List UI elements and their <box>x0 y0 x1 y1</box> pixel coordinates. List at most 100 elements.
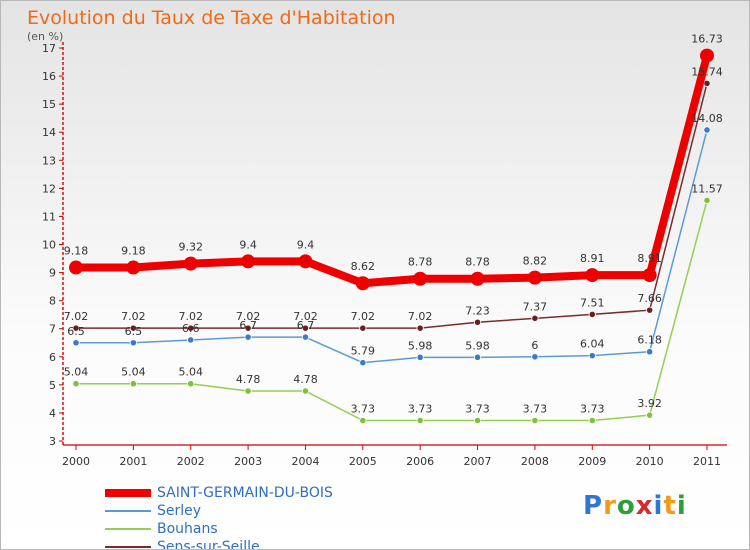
data-point <box>527 270 542 285</box>
x-tick-label: 2009 <box>578 455 606 468</box>
chart-lines <box>69 48 714 425</box>
legend-item: Sens-sur-Seille <box>105 539 260 550</box>
data-point <box>642 268 657 283</box>
data-label: 16.73 <box>691 33 723 46</box>
y-tick-label: 14 <box>42 126 56 139</box>
data-label: 3.73 <box>408 403 433 416</box>
data-label: 8.82 <box>523 255 548 268</box>
data-label: 3.73 <box>580 403 605 416</box>
logo-letter: i <box>676 491 687 521</box>
data-label: 7.66 <box>637 292 662 305</box>
data-label: 9.4 <box>297 238 315 251</box>
x-tick-label: 2010 <box>636 455 664 468</box>
data-label: 5.79 <box>351 345 376 358</box>
data-point <box>301 324 310 332</box>
data-point <box>585 268 600 283</box>
data-label: 6.5 <box>125 325 143 338</box>
x-tick-label: 2004 <box>291 455 319 468</box>
y-tick-label: 11 <box>42 210 56 223</box>
legend-item: Serley <box>105 503 201 519</box>
data-point <box>473 353 482 361</box>
data-point <box>355 276 370 291</box>
data-point <box>301 333 310 341</box>
data-label: 6.04 <box>580 338 605 351</box>
data-point <box>473 318 482 326</box>
x-tick-label: 2008 <box>521 455 549 468</box>
chart-data-labels: 6.5 6.5 6.6 6.7 6.7 5.79 5.98 5.98 6 6.04 6.18 14.0… <box>64 33 723 416</box>
x-tick-label: 2002 <box>177 455 205 468</box>
data-label: 5.04 <box>121 366 146 379</box>
legend-swatch <box>105 489 151 497</box>
y-tick-label: 10 <box>42 239 56 252</box>
data-label: 8.78 <box>408 256 433 269</box>
data-label: 6.7 <box>239 319 257 332</box>
data-label: 4.78 <box>236 373 261 386</box>
data-label: 14.08 <box>691 112 723 125</box>
data-label: 3.92 <box>637 397 662 410</box>
data-point <box>241 254 256 269</box>
data-label: 7.02 <box>351 310 376 323</box>
data-point <box>531 314 539 322</box>
data-label: 6.6 <box>182 322 200 335</box>
data-point <box>700 48 714 63</box>
data-point <box>703 126 711 134</box>
data-label: 5.04 <box>178 366 203 379</box>
y-tick-label: 3 <box>49 435 56 448</box>
data-label: 7.02 <box>293 310 318 323</box>
series-line-1 <box>75 129 708 364</box>
legend-swatch <box>105 546 151 548</box>
data-label: 6.7 <box>297 319 315 332</box>
x-tick-label: 2003 <box>234 455 262 468</box>
data-label: 8.62 <box>351 260 376 273</box>
data-label: 7.02 <box>408 310 433 323</box>
y-tick-label: 9 <box>49 267 56 280</box>
chart-title: Evolution du Taux de Taxe d'Habitation <box>27 7 396 29</box>
y-tick-label: 6 <box>49 351 56 364</box>
y-tick-label: 8 <box>49 295 56 308</box>
x-tick-label: 2007 <box>464 455 492 468</box>
legend-swatch <box>105 528 151 530</box>
logo-letter: r <box>603 491 617 521</box>
y-tick-label: 15 <box>42 98 56 111</box>
data-point <box>646 306 654 314</box>
data-point <box>129 380 137 388</box>
data-point <box>359 324 367 332</box>
data-label: 9.18 <box>121 245 146 258</box>
logo-letter: P <box>583 491 604 521</box>
data-label: 7.37 <box>523 300 548 313</box>
data-label: 7.02 <box>178 310 203 323</box>
data-point <box>244 324 252 332</box>
data-label: 8.91 <box>637 252 662 265</box>
series-line-2 <box>75 199 708 422</box>
data-point <box>183 256 198 271</box>
chart-axes: 3 4 5 6 7 8 9 10 11 12 13 14 15 16 17 2000 2001 2002 2003 2… <box>42 42 727 468</box>
data-label: 3.73 <box>351 403 376 416</box>
x-tick-label: 2011 <box>693 455 721 468</box>
data-point <box>703 79 711 87</box>
data-point <box>129 324 137 332</box>
logo-letter: i <box>653 491 664 521</box>
legend-label: Sens-sur-Seille <box>157 539 260 550</box>
chart-subtitle: (en %) <box>27 30 64 43</box>
proxiti-logo: Proxiti <box>583 491 687 521</box>
legend-swatch <box>105 510 151 512</box>
y-tick-label: 12 <box>42 182 56 195</box>
logo-letter: o <box>616 491 636 521</box>
data-point <box>244 333 252 341</box>
y-tick-label: 7 <box>49 323 56 336</box>
legend-item: SAINT-GERMAIN-DU-BOIS <box>105 485 333 501</box>
data-label: 7.02 <box>64 310 89 323</box>
data-point <box>187 336 195 344</box>
series-line-3 <box>75 82 708 329</box>
data-point <box>588 416 596 425</box>
x-tick-label: 2000 <box>62 455 90 468</box>
y-tick-label: 13 <box>42 154 56 167</box>
data-label: 7.51 <box>580 296 605 309</box>
data-point <box>72 324 80 332</box>
data-label: 15.74 <box>691 65 723 78</box>
data-point <box>646 411 654 419</box>
data-point <box>69 260 83 275</box>
data-point <box>187 380 195 388</box>
logo-letter: x <box>635 491 654 521</box>
